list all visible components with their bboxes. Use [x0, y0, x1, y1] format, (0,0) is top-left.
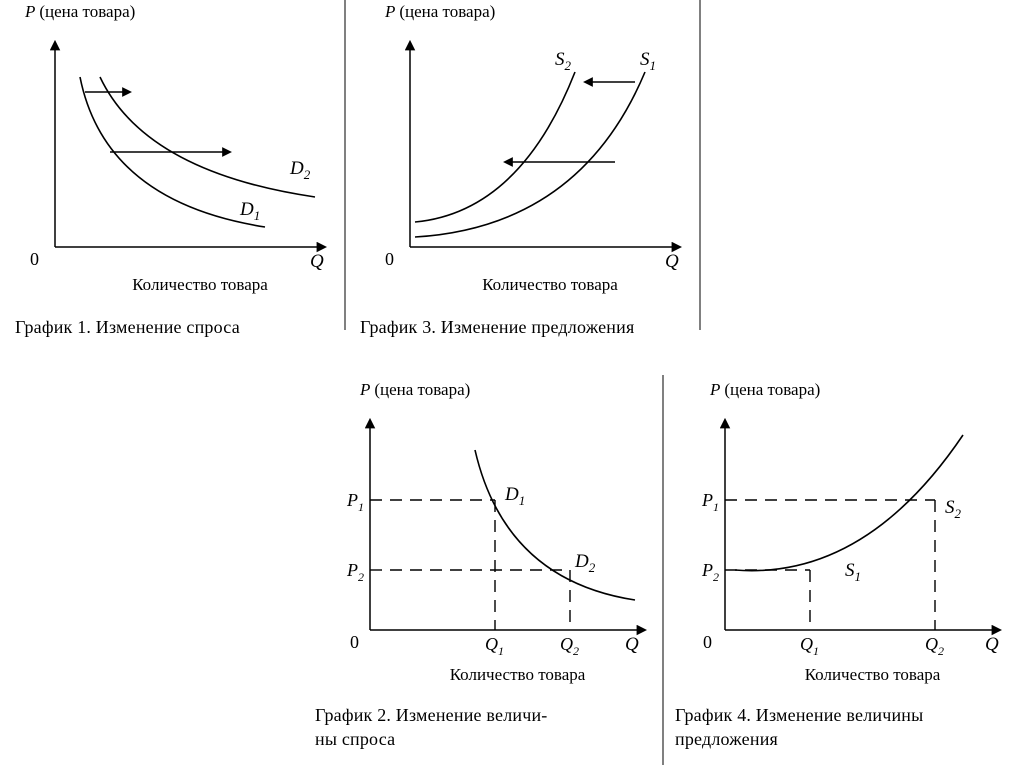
- svg-text:Q2: Q2: [925, 634, 944, 658]
- x-axis-bottom-label: Количество товара: [375, 665, 660, 685]
- curve-demand: [475, 450, 635, 600]
- svg-text:Q: Q: [985, 634, 999, 655]
- svg-text:0: 0: [385, 249, 394, 269]
- curve-s2: [415, 72, 575, 222]
- svg-text:P1: P1: [701, 490, 719, 514]
- svg-text:D2: D2: [574, 551, 596, 575]
- y-axis-label: P (цена товара): [25, 2, 345, 22]
- svg-text:S2: S2: [945, 497, 962, 521]
- curve-supply: [735, 435, 963, 571]
- svg-text:P1: P1: [346, 490, 364, 514]
- panel-g1: P (цена товара) D2 D1 0 Q Количество тов…: [15, 0, 345, 338]
- svg-text:0: 0: [703, 632, 712, 652]
- caption-g3: График 3. Изменение предложения: [360, 317, 700, 338]
- svg-text:Q: Q: [625, 634, 639, 655]
- caption-g2: График 2. Изменение величи- ны спроса: [315, 703, 660, 752]
- svg-text:Q1: Q1: [485, 634, 504, 658]
- x-axis-bottom-label: Количество товара: [55, 275, 345, 295]
- svg-text:Q: Q: [310, 251, 324, 272]
- caption-g4: График 4. Изменение величины предложения: [675, 703, 1020, 752]
- chart-g3: S2 S1 0 Q: [360, 22, 700, 272]
- curve-d2: [100, 77, 315, 197]
- svg-text:P2: P2: [701, 560, 719, 584]
- y-axis-label: P (цена товара): [385, 2, 700, 22]
- svg-text:S2: S2: [555, 49, 572, 73]
- caption-g1: График 1. Изменение спроса: [15, 317, 345, 338]
- svg-text:P2: P2: [346, 560, 364, 584]
- y-axis-label: P (цена товара): [710, 380, 1020, 400]
- panel-g3: P (цена товара) S2 S1 0 Q Количество тов…: [360, 0, 700, 338]
- svg-text:0: 0: [30, 249, 39, 269]
- x-axis-bottom-label: Количество товара: [725, 665, 1020, 685]
- chart-g4: P1 P2 S1 S2 0 Q1 Q2 Q: [675, 400, 1020, 660]
- svg-text:Q: Q: [665, 251, 679, 272]
- y-axis-label: P (цена товара): [360, 380, 660, 400]
- svg-text:0: 0: [350, 632, 359, 652]
- svg-text:Q1: Q1: [800, 634, 819, 658]
- svg-text:Q2: Q2: [560, 634, 579, 658]
- svg-text:D2: D2: [289, 158, 311, 182]
- svg-text:D1: D1: [239, 199, 260, 223]
- panel-g2: P (цена товара) P1 P2 D1 D2 0 Q1 Q2 Q Ко…: [315, 380, 660, 752]
- panel-g4: P (цена товара) P1 P2 S1 S2 0 Q1 Q2 Q Ко…: [675, 380, 1020, 752]
- chart-g2: P1 P2 D1 D2 0 Q1 Q2 Q: [315, 400, 660, 660]
- x-axis-bottom-label: Количество товара: [400, 275, 700, 295]
- svg-text:S1: S1: [845, 560, 861, 584]
- svg-text:D1: D1: [504, 484, 525, 508]
- svg-text:S1: S1: [640, 49, 656, 73]
- chart-g1: D2 D1 0 Q: [15, 22, 345, 272]
